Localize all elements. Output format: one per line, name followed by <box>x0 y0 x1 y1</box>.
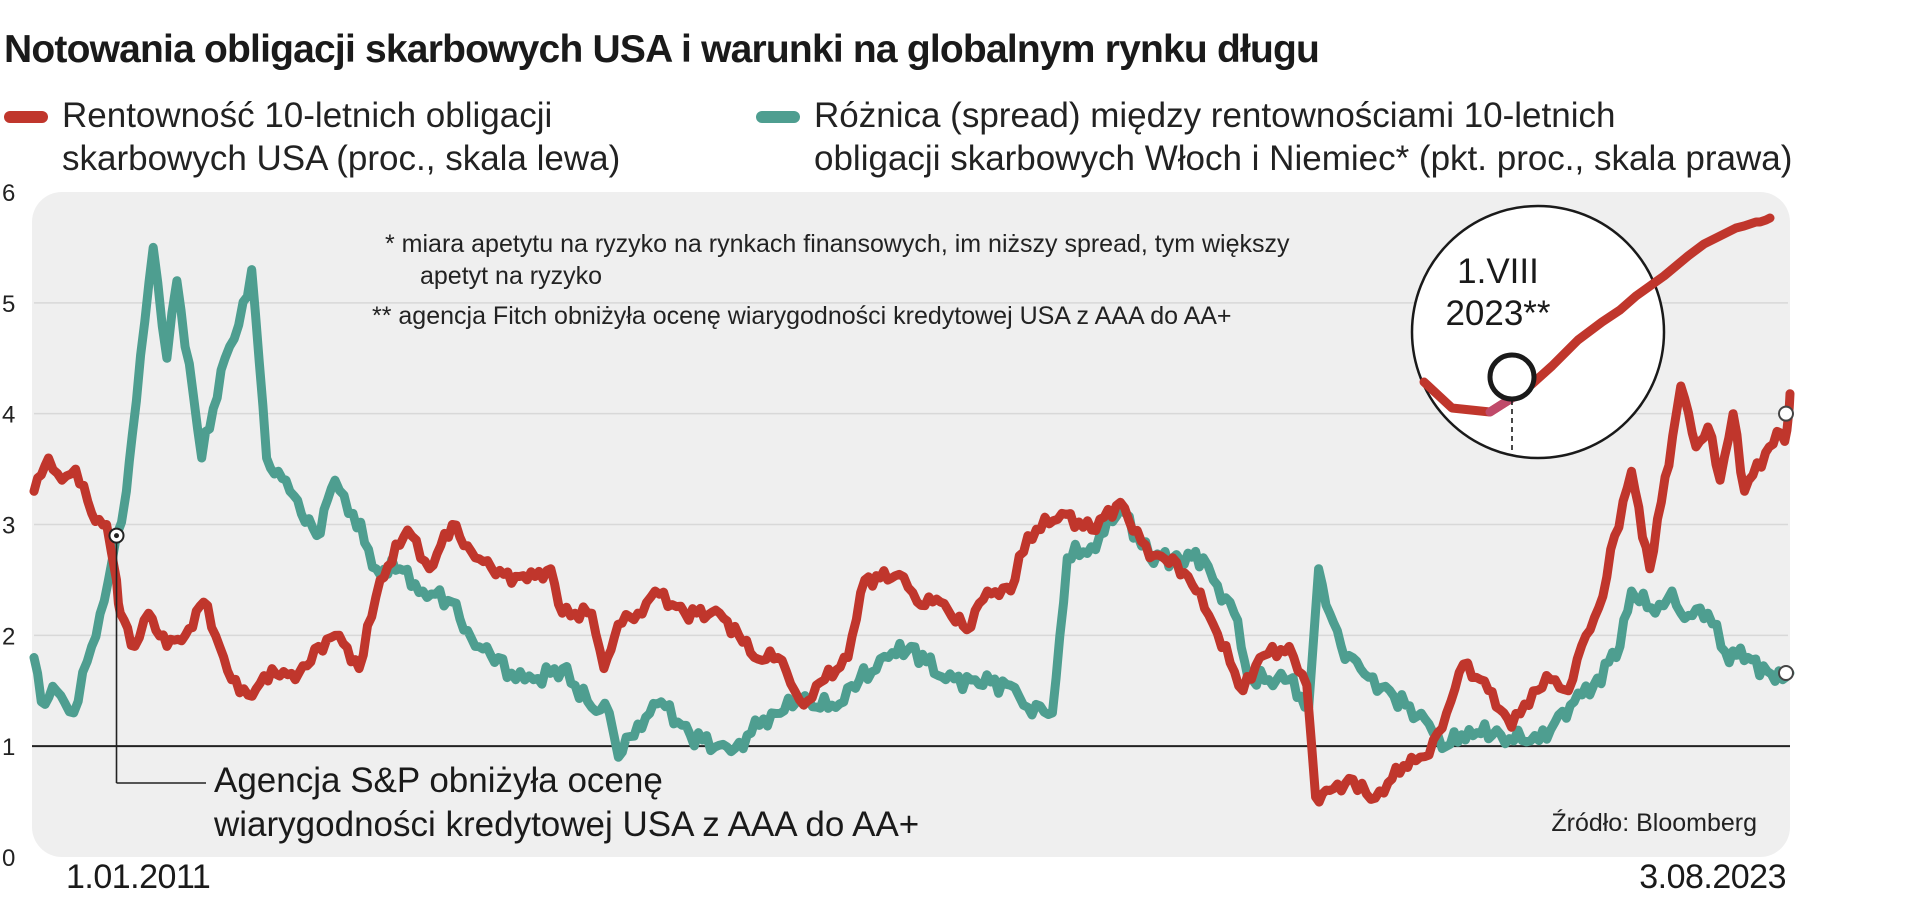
footnote-1-line2: apetyt na ryzyko <box>420 262 602 290</box>
inset-curve-after <box>1527 213 1775 389</box>
x-axis-end-label: 3.08.2023 <box>1639 858 1786 896</box>
series-us-yield-line <box>29 381 1795 807</box>
legend-label-spread-line2: obligacji skarbowych Włoch i Niemiec* (p… <box>814 139 1793 178</box>
chart-title: Notowania obligacji skarbowych USA i war… <box>4 28 1320 71</box>
series-spread-line <box>29 242 1795 762</box>
y-tick-label-6: 6 <box>2 180 15 207</box>
source-label: Źródło: Bloomberg <box>1551 808 1757 837</box>
annotation-line1: Agencja S&P obniżyła ocenę <box>214 761 663 800</box>
y-tick-label-0: 0 <box>2 845 15 872</box>
legend-swatch-red <box>4 111 48 123</box>
end-point-spread <box>1778 665 1794 682</box>
footnote-2: ** agencja Fitch obniżyła ocenę wiarygod… <box>372 302 1232 330</box>
inset-date-line1: 1.VIII <box>1457 252 1539 291</box>
y-tick-label-5: 5 <box>2 291 15 318</box>
legend-item-spread: Różnica (spread) między rentownościami 1… <box>756 94 1792 180</box>
footnote-1-line1: * miara apetytu na ryzyko na rynkach fin… <box>385 230 1290 258</box>
annotation-line2: wiarygodności kredytowej USA z AAA do AA… <box>213 805 919 844</box>
inset-magnifier: 1.VIII 2023** <box>1410 204 1775 460</box>
x-axis-start-label: 1.01.2011 <box>66 858 211 896</box>
y-tick-labels: 0 1 2 3 4 5 6 <box>2 180 15 872</box>
legend-label-us-yield-line2: skarbowych USA (proc., skala lewa) <box>62 139 621 178</box>
legend-label-spread-line1: Różnica (spread) między rentownościami 1… <box>814 96 1616 135</box>
y-tick-label-3: 3 <box>2 513 15 540</box>
end-point-us-yield <box>1778 405 1794 422</box>
legend-item-us-yield: Rentowność 10-letnich obligacji skarbowy… <box>4 94 620 180</box>
y-tick-label-1: 1 <box>2 734 15 761</box>
legend-swatch-teal <box>756 111 800 123</box>
inset-marker-circle <box>1487 352 1537 402</box>
inset-circle <box>1410 204 1666 460</box>
sp-annotation-marker <box>108 527 206 784</box>
y-tick-label-2: 2 <box>2 623 15 650</box>
y-tick-label-4: 4 <box>2 402 15 429</box>
inset-date-line2: 2023** <box>1445 294 1550 333</box>
legend-label-us-yield-line1: Rentowność 10-letnich obligacji <box>62 96 553 135</box>
